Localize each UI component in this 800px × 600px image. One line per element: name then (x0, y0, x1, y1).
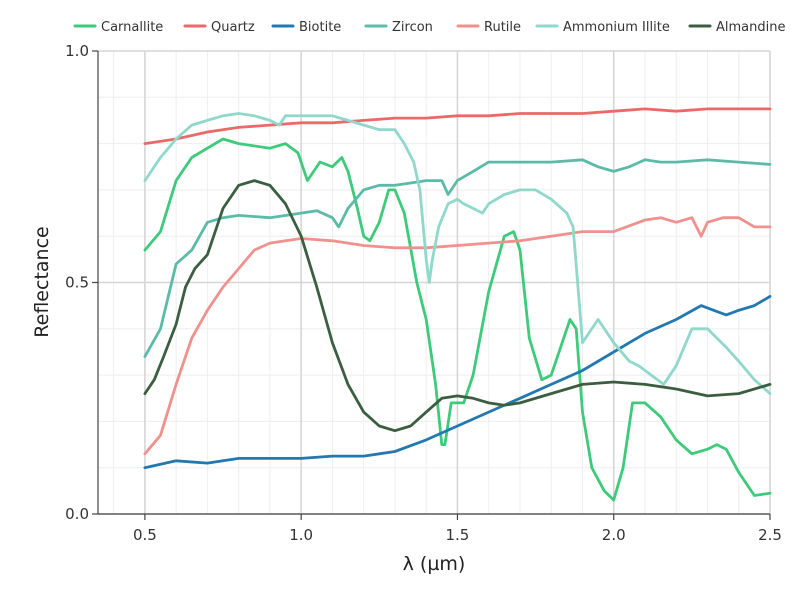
legend-item-quartz: Quartz (183, 20, 255, 35)
legend-item-carnallite: Carnallite (73, 20, 163, 35)
legend-item-ammonium-illite: Ammonium Illite (535, 20, 670, 35)
y-tick-label: 1.0 (65, 42, 89, 60)
legend-label: Biotite (299, 20, 341, 35)
y-tick-label: 0.5 (65, 274, 89, 292)
x-tick-label: 1.0 (289, 526, 313, 544)
x-tick-label: 2.0 (602, 526, 626, 544)
legend-label: Almandine (716, 20, 785, 35)
series-line-almandine (143, 179, 772, 433)
x-ticks: 0.5 1.0 1.5 2.0 2.5 (133, 514, 782, 544)
legend-item-biotite: Biotite (271, 20, 341, 35)
legend-label: Zircon (392, 20, 433, 35)
y-tick-label: 0.0 (65, 505, 89, 523)
series-line-carnallite (143, 137, 772, 502)
legend-label: Rutile (484, 20, 521, 35)
y-axis-label: Reflectance (31, 226, 53, 337)
legend: Carnallite Quartz Biotite Zircon Rutile Ammon… (73, 20, 785, 35)
series-line-ammonium-illite (143, 112, 772, 396)
legend-item-almandine: Almandine (688, 20, 785, 35)
legend-label: Carnallite (101, 20, 163, 35)
series-line-rutile (143, 216, 772, 456)
x-tick-label: 0.5 (133, 526, 157, 544)
series-line-zircon (143, 158, 772, 359)
series-lines (143, 107, 772, 502)
x-tick-label: 1.5 (446, 526, 470, 544)
y-ticks: 0.0 0.5 1.0 (65, 42, 98, 523)
x-tick-label: 2.5 (758, 526, 782, 544)
legend-item-rutile: Rutile (456, 20, 521, 35)
legend-item-zircon: Zircon (364, 20, 433, 35)
legend-label: Quartz (211, 20, 255, 35)
legend-label: Ammonium Illite (563, 20, 670, 35)
x-axis-label: λ (µm) (403, 553, 466, 575)
series-line-quartz (143, 107, 772, 146)
